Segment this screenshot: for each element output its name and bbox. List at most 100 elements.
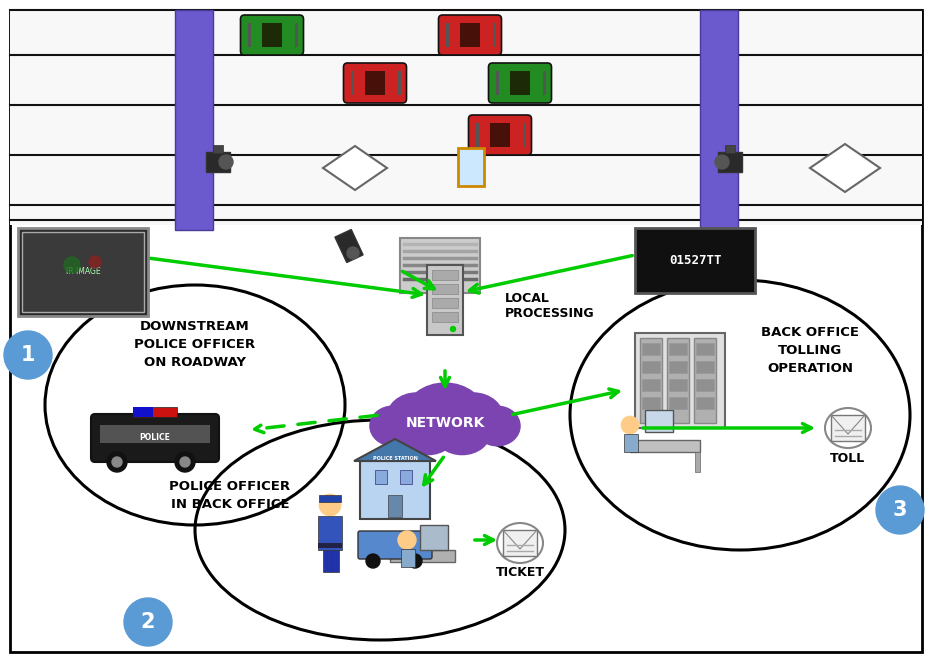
Ellipse shape (443, 393, 504, 446)
Bar (642, 379, 660, 391)
Bar (390, 550, 455, 562)
Bar (400, 470, 412, 484)
Bar (319, 495, 341, 502)
Bar (492, 23, 496, 47)
Bar (401, 549, 415, 567)
Bar (696, 397, 714, 409)
Bar (175, 10, 213, 230)
Bar (642, 361, 660, 373)
Bar (360, 461, 430, 519)
Bar (400, 238, 480, 293)
Bar (667, 338, 689, 423)
Bar (700, 10, 738, 230)
FancyBboxPatch shape (469, 115, 531, 155)
Bar (718, 152, 742, 172)
Bar (206, 152, 230, 172)
Text: BACK OFFICE
TOLLING
OPERATION: BACK OFFICE TOLLING OPERATION (761, 326, 859, 375)
Bar (669, 343, 687, 355)
Bar (432, 312, 458, 322)
Bar (831, 415, 865, 441)
Bar (213, 145, 223, 153)
Circle shape (715, 155, 729, 169)
Bar (696, 379, 714, 391)
Bar (427, 265, 463, 335)
Polygon shape (323, 146, 387, 190)
Bar (642, 397, 660, 409)
Bar (398, 71, 401, 95)
Circle shape (398, 531, 416, 549)
Text: 01527TT: 01527TT (669, 254, 721, 267)
Bar (503, 530, 537, 556)
Polygon shape (810, 144, 880, 192)
Bar (635, 333, 725, 428)
Bar (335, 230, 363, 263)
Bar (375, 470, 387, 484)
Circle shape (621, 416, 639, 434)
Ellipse shape (370, 406, 416, 446)
Bar (669, 361, 687, 373)
Bar (511, 71, 529, 95)
Bar (263, 23, 281, 46)
Bar (696, 343, 714, 355)
Text: TICKET: TICKET (496, 567, 544, 579)
Circle shape (876, 486, 924, 534)
Bar (432, 270, 458, 280)
Bar (460, 23, 480, 46)
Circle shape (124, 598, 172, 646)
Bar (22, 232, 144, 312)
Text: TOLL: TOLL (830, 451, 866, 465)
Circle shape (408, 554, 422, 568)
Circle shape (89, 256, 101, 268)
FancyBboxPatch shape (488, 63, 552, 103)
Circle shape (64, 257, 80, 273)
Text: DOWNSTREAM
POLICE OFFICER
ON ROADWAY: DOWNSTREAM POLICE OFFICER ON ROADWAY (134, 320, 255, 369)
Bar (318, 516, 342, 550)
FancyBboxPatch shape (240, 15, 304, 55)
Bar (696, 361, 714, 373)
Bar (475, 123, 478, 147)
Bar (635, 228, 755, 293)
Text: POLICE OFFICER
IN BACK OFFICE: POLICE OFFICER IN BACK OFFICE (170, 479, 291, 510)
Bar (318, 543, 342, 548)
FancyBboxPatch shape (344, 63, 406, 103)
Bar (645, 410, 673, 432)
Bar (542, 71, 545, 95)
Bar (445, 23, 448, 47)
Text: NETWORK: NETWORK (405, 416, 485, 430)
Circle shape (107, 452, 127, 472)
Bar (133, 407, 177, 417)
Bar (640, 338, 662, 423)
FancyBboxPatch shape (358, 531, 432, 559)
Circle shape (219, 155, 233, 169)
Bar (350, 71, 353, 95)
Ellipse shape (405, 383, 485, 447)
Text: 3: 3 (893, 500, 907, 520)
Bar (100, 425, 210, 443)
Bar (331, 550, 339, 572)
Circle shape (4, 331, 52, 379)
Bar (388, 495, 402, 517)
Bar (669, 397, 687, 409)
Bar (725, 145, 735, 153)
Bar (669, 379, 687, 391)
FancyBboxPatch shape (91, 414, 219, 462)
Ellipse shape (433, 408, 490, 455)
Bar (248, 23, 251, 47)
Bar (695, 452, 700, 472)
Ellipse shape (474, 406, 520, 446)
Text: 1: 1 (21, 345, 35, 365)
Bar (432, 284, 458, 294)
Bar (694, 338, 716, 423)
Circle shape (112, 457, 122, 467)
Ellipse shape (386, 393, 447, 446)
Circle shape (366, 554, 380, 568)
Text: LOCAL
PROCESSING: LOCAL PROCESSING (505, 292, 595, 320)
Bar (420, 525, 448, 550)
Polygon shape (354, 439, 436, 461)
Bar (458, 148, 484, 186)
Ellipse shape (825, 408, 871, 448)
Ellipse shape (395, 406, 494, 444)
FancyBboxPatch shape (438, 15, 501, 55)
Text: POLICE STATION: POLICE STATION (373, 455, 418, 461)
Bar (630, 440, 700, 452)
